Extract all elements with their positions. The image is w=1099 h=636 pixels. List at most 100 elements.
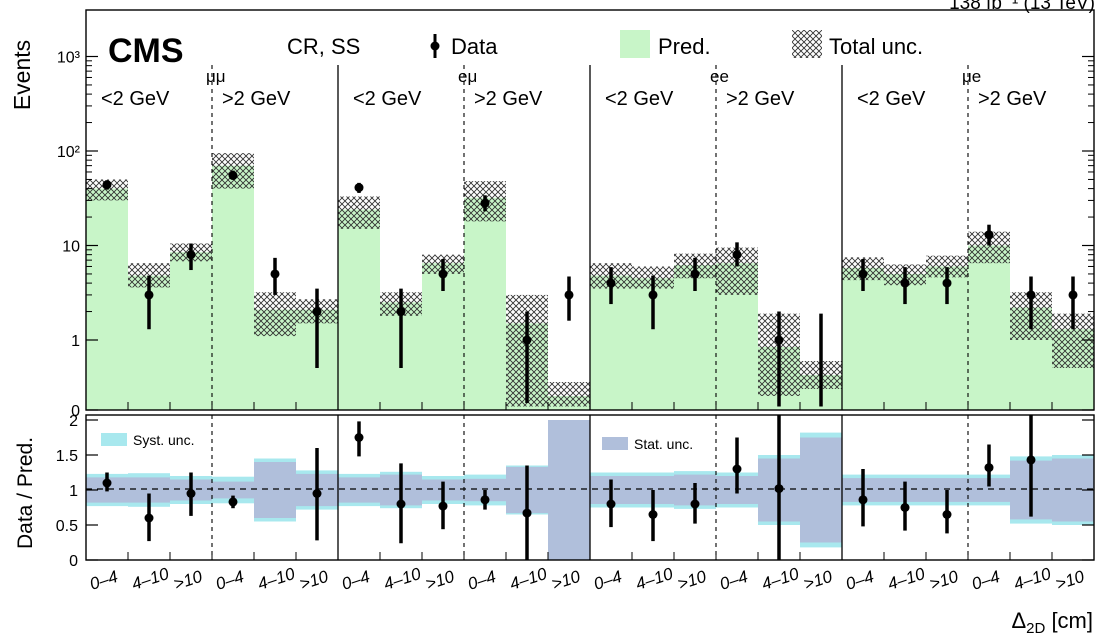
ratio-point bbox=[144, 513, 154, 523]
total-unc-box bbox=[548, 382, 590, 407]
lumi-label: 138 fb⁻¹ (13 TeV) bbox=[949, 0, 1095, 14]
y-axis-title-top: Events bbox=[9, 40, 35, 110]
y-tick-label-top: 10³ bbox=[57, 50, 81, 67]
x-bin-label: 0–4 bbox=[717, 567, 750, 594]
ratio-point bbox=[312, 489, 322, 498]
data-point bbox=[690, 269, 700, 279]
stat-band bbox=[968, 478, 1010, 502]
data-point bbox=[354, 183, 364, 193]
mass-high-label: >2 GeV bbox=[978, 88, 1047, 110]
ratio-point bbox=[606, 499, 616, 509]
x-bin-label: 0–4 bbox=[339, 567, 372, 594]
stat-band bbox=[800, 437, 842, 543]
data-point bbox=[1026, 290, 1036, 300]
pred-bar bbox=[86, 188, 128, 410]
x-bin-label: 0–4 bbox=[213, 567, 246, 594]
total-unc-box bbox=[86, 179, 128, 201]
x-bin-label: 4–10 bbox=[129, 564, 171, 594]
x-bin-label: 4–10 bbox=[255, 564, 297, 594]
ratio-point bbox=[102, 478, 112, 488]
ratio-point bbox=[1026, 455, 1036, 465]
x-bin-label: 4–10 bbox=[507, 564, 549, 594]
legend-pred-label: Pred. bbox=[658, 34, 711, 59]
mass-high-label: >2 GeV bbox=[726, 88, 795, 110]
total-unc-box bbox=[254, 292, 296, 337]
x-bin-label: >10 bbox=[801, 567, 835, 594]
data-point bbox=[480, 198, 490, 208]
channel-label: μμ bbox=[206, 67, 226, 86]
channel-dividers: μμ <2 GeV >2 GeV eμ <2 GeV >2 GeV ee <2 GeV >2 G… bbox=[101, 65, 1047, 560]
data-point bbox=[102, 180, 112, 190]
data-point bbox=[186, 250, 196, 260]
y-tick-label-bottom: 1.5 bbox=[56, 448, 78, 465]
data-point bbox=[942, 278, 952, 288]
data-point bbox=[522, 335, 532, 345]
x-bin-label: 0–4 bbox=[87, 567, 120, 594]
cms-logo: CMS bbox=[108, 32, 184, 70]
data-point bbox=[228, 171, 238, 181]
x-bin-label: 0–4 bbox=[591, 567, 624, 594]
ratio-point bbox=[942, 510, 952, 519]
data-point bbox=[984, 230, 994, 240]
data-point bbox=[564, 290, 574, 300]
legend-unc-label: Total unc. bbox=[829, 34, 923, 59]
data-point bbox=[648, 290, 658, 300]
x-bin-label: 4–10 bbox=[381, 564, 423, 594]
y-tick-label-bottom: 0.5 bbox=[56, 518, 78, 535]
stat-band bbox=[548, 420, 590, 560]
data-point bbox=[774, 335, 784, 345]
data-point bbox=[312, 307, 322, 317]
x-bin-label: 4–10 bbox=[1011, 564, 1053, 594]
pred-bar bbox=[338, 209, 380, 410]
region-label: CR, SS bbox=[287, 34, 360, 59]
pred-bar bbox=[968, 245, 1010, 410]
x-bin-label: >10 bbox=[297, 567, 331, 594]
x-bin-label: 4–10 bbox=[759, 564, 801, 594]
legend-stat-label: Stat. unc. bbox=[634, 436, 693, 452]
x-bin-label: >10 bbox=[423, 567, 457, 594]
data-points bbox=[102, 170, 1078, 407]
ratio-point bbox=[690, 499, 700, 509]
x-bin-label: 4–10 bbox=[633, 564, 675, 594]
x-axis-title: Δ2D [cm] bbox=[1011, 608, 1093, 636]
pred-bar bbox=[212, 165, 254, 410]
x-bin-label: 4–10 bbox=[885, 564, 927, 594]
data-point bbox=[858, 269, 868, 279]
x-bin-label: >10 bbox=[549, 567, 583, 594]
total-unc-box bbox=[338, 196, 380, 229]
legend-syst-label: Syst. unc. bbox=[133, 432, 194, 448]
legend-syst-swatch bbox=[101, 433, 127, 446]
data-point bbox=[270, 269, 280, 279]
data-point bbox=[144, 290, 154, 300]
stat-band bbox=[338, 477, 380, 503]
x-bin-label: 0–4 bbox=[969, 567, 1002, 594]
legend-data bbox=[430, 34, 440, 58]
legend-data-label: Data bbox=[451, 34, 498, 59]
mass-low-label: <2 GeV bbox=[353, 88, 422, 110]
pred-bar bbox=[842, 267, 884, 410]
ratio-point bbox=[186, 489, 196, 498]
ratio-point bbox=[522, 508, 532, 518]
channel-label: μe bbox=[962, 67, 981, 86]
stat-band bbox=[254, 462, 296, 518]
x-bin-label: >10 bbox=[927, 567, 961, 594]
mass-low-label: <2 GeV bbox=[605, 88, 674, 110]
mass-low-label: <2 GeV bbox=[101, 88, 170, 110]
channel-label: ee bbox=[710, 67, 729, 86]
y-tick-label-bottom: 0 bbox=[69, 553, 78, 570]
ratio-point bbox=[438, 501, 448, 511]
x-bin-label: >10 bbox=[171, 567, 205, 594]
ratio-point bbox=[858, 495, 868, 505]
legend-stat-swatch bbox=[602, 437, 628, 450]
data-point bbox=[606, 278, 616, 288]
ratio-point bbox=[228, 497, 238, 507]
data-point bbox=[732, 250, 742, 260]
legend-pred-swatch bbox=[620, 30, 650, 58]
legend-unc-swatch bbox=[792, 30, 822, 58]
x-bin-label: 0–4 bbox=[465, 567, 498, 594]
ratio-point bbox=[396, 499, 406, 509]
ratio-points bbox=[102, 415, 1036, 560]
x-bin-label: >10 bbox=[1053, 567, 1087, 594]
data-point bbox=[1068, 290, 1078, 300]
